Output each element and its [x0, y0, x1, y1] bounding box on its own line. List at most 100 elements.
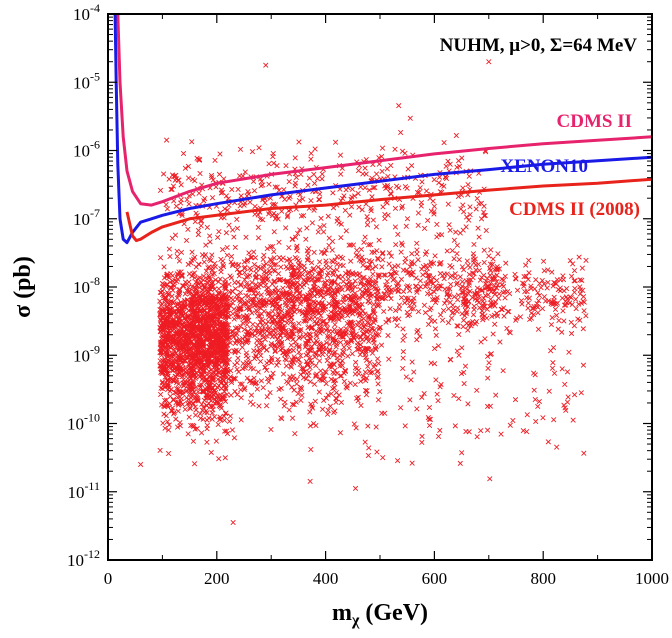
scatter-point [481, 300, 487, 306]
scatter-point [415, 308, 422, 315]
scatter-point [408, 261, 415, 267]
scatter-point [261, 252, 267, 258]
scatter-point [248, 302, 255, 308]
scatter-point [581, 450, 587, 456]
scatter-point [329, 278, 335, 284]
scatter-point [193, 316, 199, 322]
scatter-point [298, 213, 305, 219]
scatter-point [380, 204, 386, 210]
scatter-point [362, 352, 368, 358]
scatter-point [178, 182, 184, 188]
scatter-point [251, 375, 257, 381]
scatter-point [180, 150, 187, 157]
scatter-point [309, 220, 316, 226]
scatter-point [456, 256, 462, 263]
scatter-point [276, 295, 283, 302]
scatter-point [295, 390, 301, 397]
scatter-point [186, 308, 192, 314]
scatter-point [479, 287, 485, 293]
scatter-point [268, 354, 275, 361]
scatter-point [175, 424, 181, 430]
scatter-point [337, 305, 343, 312]
scatter-point [473, 206, 479, 212]
scatter-point [407, 397, 413, 403]
scatter-point [189, 296, 195, 302]
scatter-point [195, 397, 201, 403]
scatter-point [368, 276, 374, 282]
scatter-point [362, 165, 368, 171]
scatter-point [341, 378, 347, 385]
scatter-point [531, 387, 537, 393]
scatter-point [192, 321, 198, 327]
scatter-point [203, 402, 210, 409]
scatter-point [159, 301, 165, 307]
scatter-point [238, 193, 244, 199]
scatter-point [362, 439, 368, 445]
scatter-point [277, 276, 284, 283]
scatter-point [201, 284, 208, 290]
scatter-point [530, 305, 537, 311]
scatter-point [449, 248, 456, 254]
scatter-point [166, 246, 172, 252]
scatter-point [524, 295, 530, 301]
scatter-point [197, 156, 203, 163]
scatter-point [188, 329, 194, 335]
scatter-point [287, 279, 293, 285]
scatter-point [235, 262, 242, 268]
scatter-point [205, 265, 211, 271]
scatter-point [186, 414, 192, 420]
scatter-point [296, 343, 302, 349]
scatter-point [467, 264, 473, 271]
scatter-point [172, 232, 179, 238]
scatter-point [436, 174, 443, 180]
scatter-point [311, 249, 317, 256]
scatter-point [525, 276, 531, 283]
scatter-point [228, 259, 234, 265]
scatter-point [164, 272, 170, 278]
scatter-point [245, 317, 252, 323]
scatter-point [303, 376, 309, 382]
scatter-point [403, 295, 409, 301]
scatter-point [445, 201, 451, 207]
scatter-point [266, 379, 272, 385]
scatter-point [552, 280, 558, 286]
scatter-point [176, 320, 183, 326]
scatter-point [323, 289, 330, 295]
scatter-point [375, 381, 381, 387]
scatter-point [220, 307, 226, 313]
scatter-point [191, 344, 197, 350]
scatter-point [232, 244, 238, 251]
scatter-point [224, 244, 230, 251]
scatter-point [316, 358, 323, 364]
scatter-point [208, 388, 214, 394]
scatter-point [198, 223, 204, 229]
scatter-point [355, 167, 362, 174]
scatter-point [451, 392, 457, 399]
scatter-point [244, 340, 250, 346]
scatter-point [333, 312, 339, 318]
scatter-point [237, 289, 243, 296]
scatter-point [466, 173, 472, 179]
scatter-point [346, 319, 352, 325]
scatter-point [164, 206, 171, 212]
limit-curve-cdms-ii [116, 14, 652, 207]
scatter-point [221, 346, 227, 352]
scatter-point [541, 281, 547, 287]
scatter-point [364, 388, 370, 394]
scatter-point [307, 301, 313, 307]
scatter-point [419, 394, 425, 400]
scatter-point [168, 186, 174, 193]
scatter-point [178, 396, 185, 402]
scatter-point [360, 373, 366, 379]
scatter-point [338, 373, 344, 379]
scatter-point [554, 277, 560, 283]
scatter-point [577, 277, 583, 283]
scatter-point [329, 247, 335, 253]
scatter-point [217, 391, 223, 398]
scatter-point [263, 403, 270, 409]
scatter-point [308, 347, 314, 353]
scatter-point [308, 156, 314, 162]
scatter-point [562, 381, 568, 388]
scatter-point [288, 342, 294, 348]
scatter-point [190, 176, 196, 182]
